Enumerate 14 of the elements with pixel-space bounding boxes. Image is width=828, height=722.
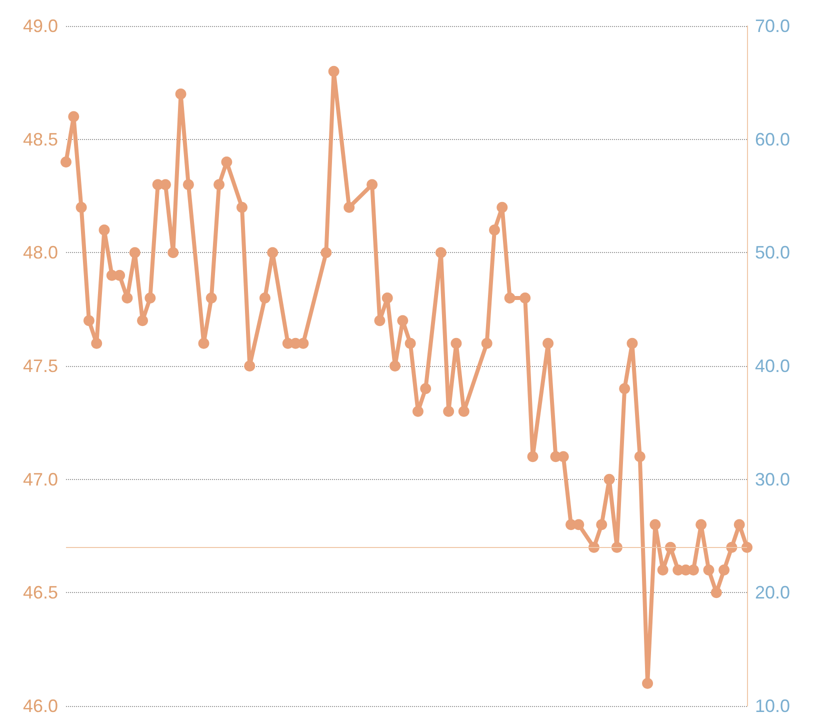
y-tick-label: 48.0 xyxy=(22,242,58,263)
y-tick-label: 46.0 xyxy=(22,696,58,716)
y-tick-label: 49.0 xyxy=(22,16,58,36)
y-tick-label: 48.5 xyxy=(22,129,58,150)
y-tick-label: 47.5 xyxy=(22,356,58,376)
y2-tick-label: 30.0 xyxy=(755,469,790,490)
y-tick-label: 47.0 xyxy=(22,469,58,490)
y-tick-label: 46.5 xyxy=(22,582,58,603)
y2-tick-label: 10.0 xyxy=(755,696,790,716)
y2-tick-label: 40.0 xyxy=(755,356,790,376)
y2-tick-label: 50.0 xyxy=(755,242,790,263)
y2-tick-label: 70.0 xyxy=(755,16,790,36)
y2-tick-label: 20.0 xyxy=(755,582,790,603)
y2-tick-label: 60.0 xyxy=(755,129,790,150)
